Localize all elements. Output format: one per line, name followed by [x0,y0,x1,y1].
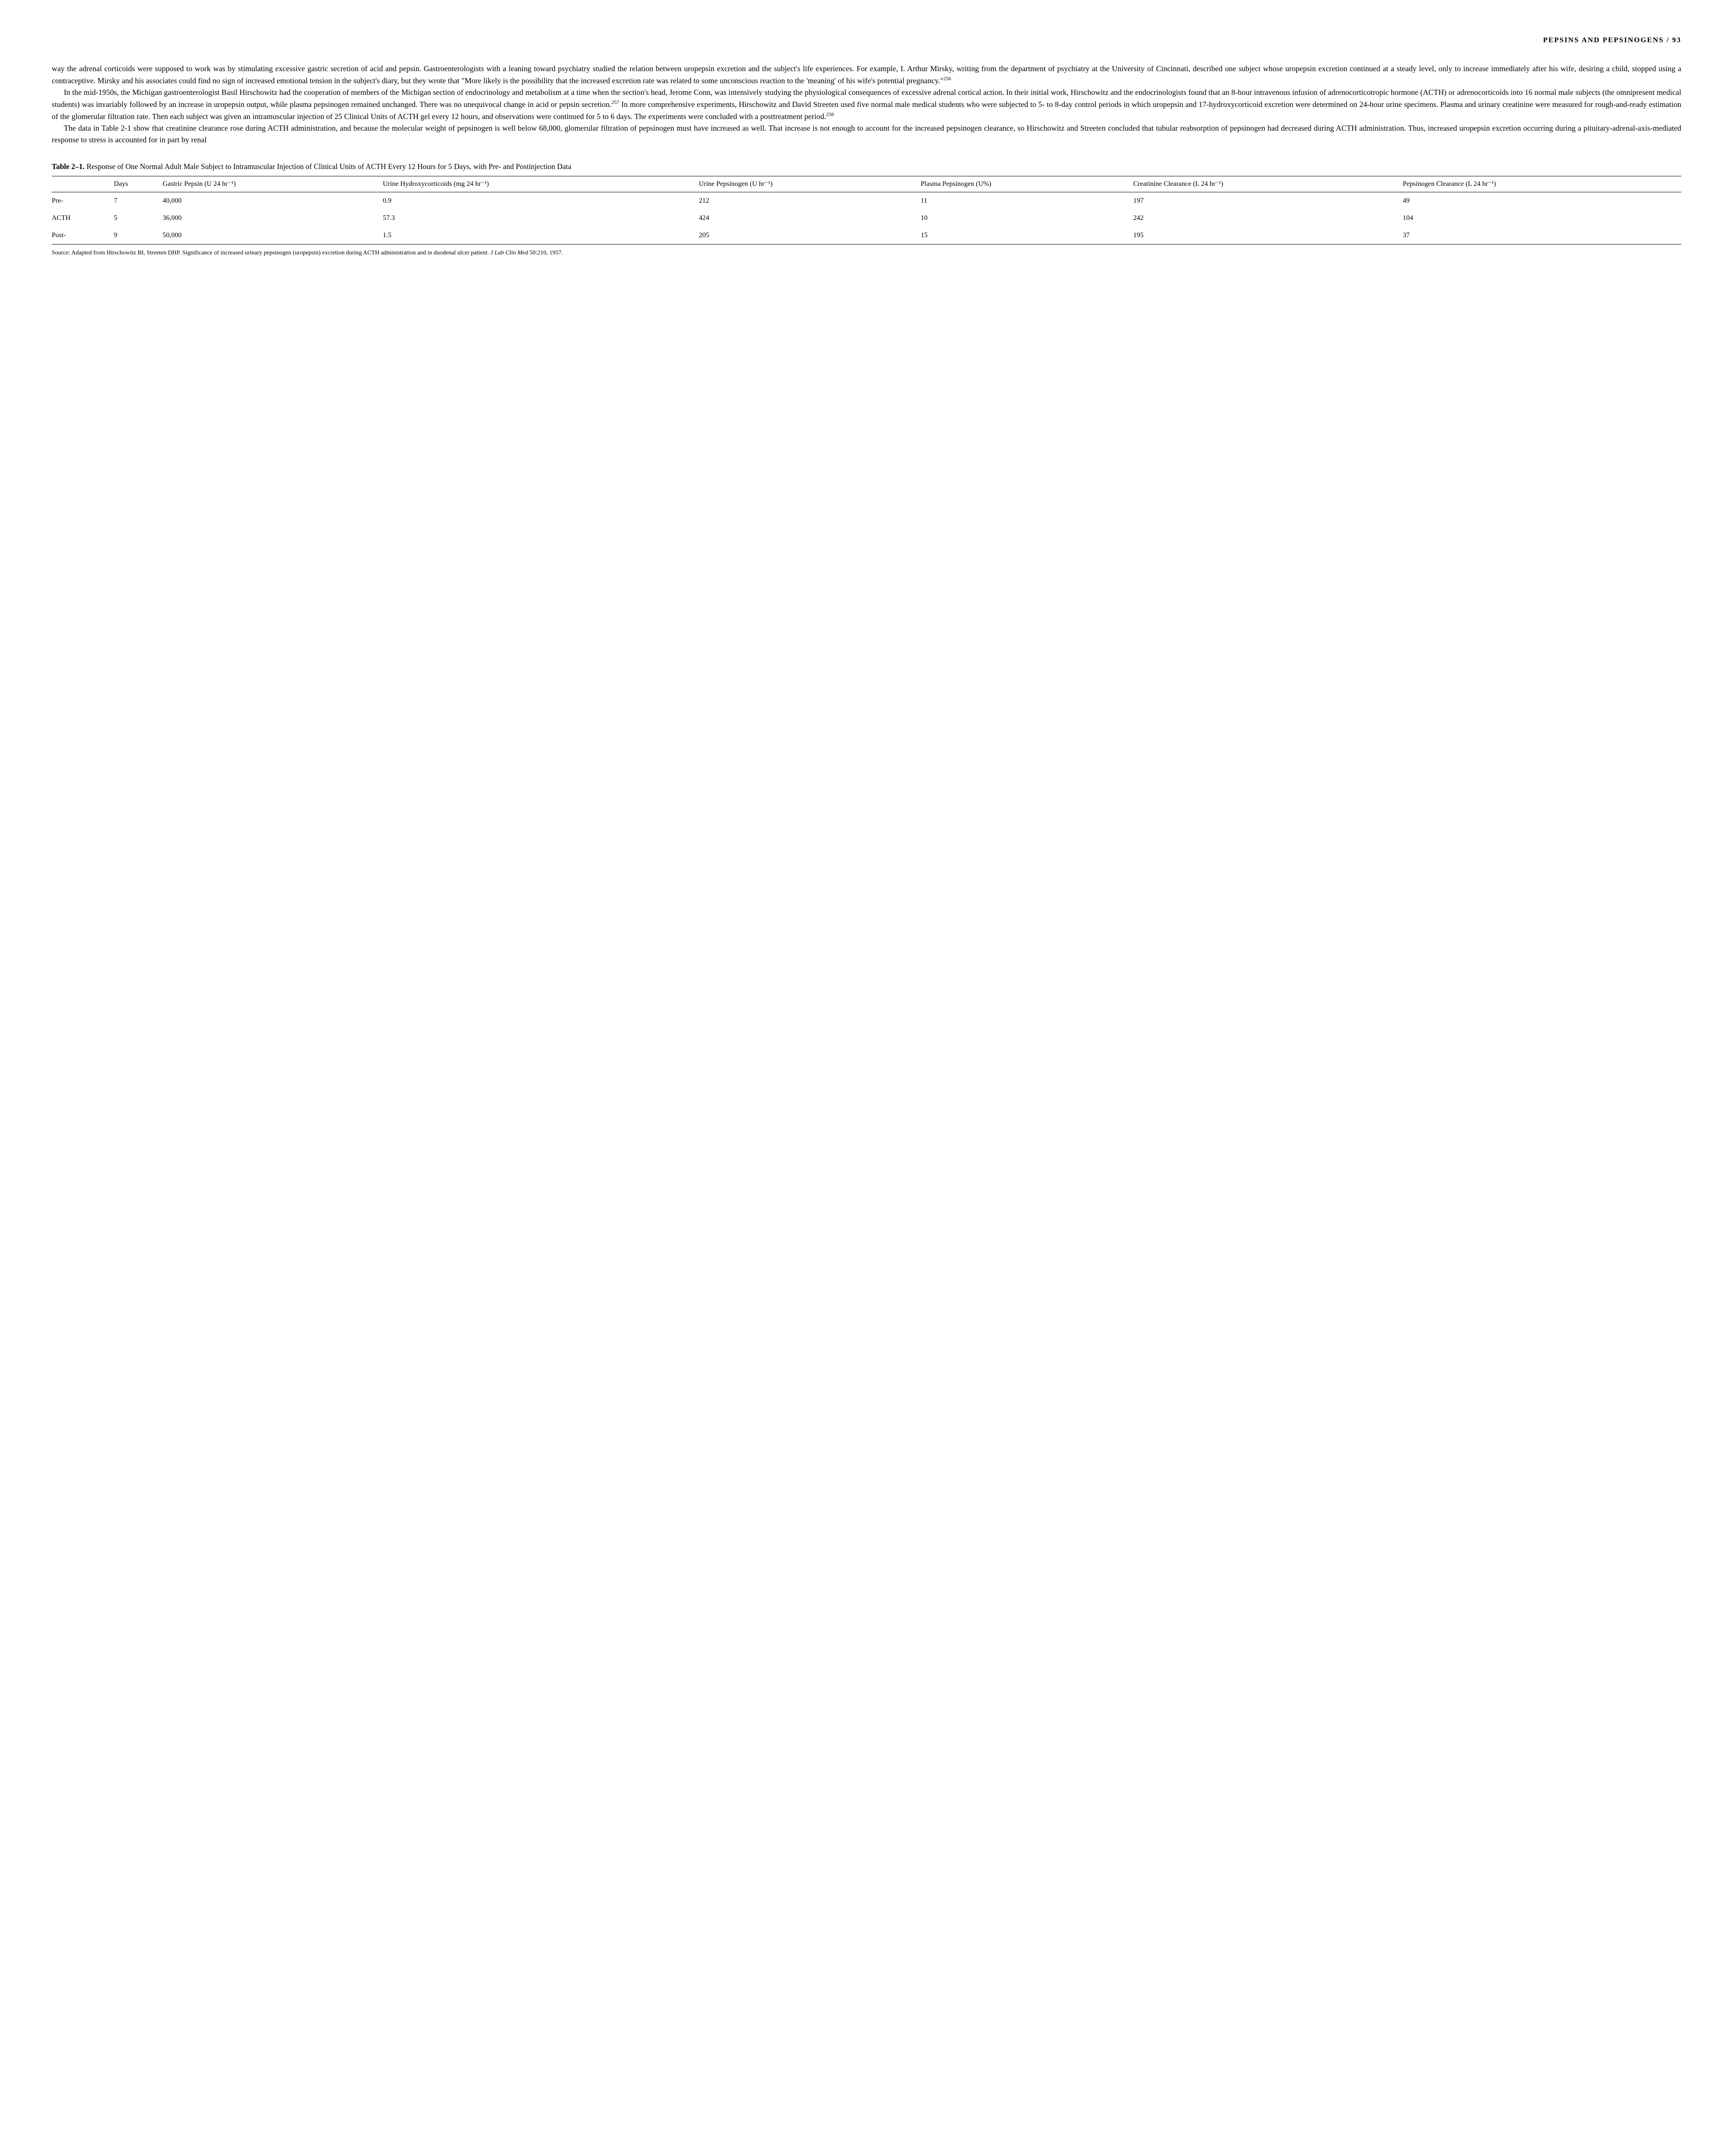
cell: 205 [699,227,921,244]
cell: 104 [1403,210,1681,227]
running-title: PEPSINS AND PEPSINOGENS [1543,36,1664,44]
table-row: Pre- 7 40,000 0.9 212 11 197 49 [52,192,1681,210]
cell: 197 [1133,192,1403,210]
cell: 57.3 [383,210,699,227]
col-header-5: Plasma Pepsinogen (U%) [921,176,1133,192]
source-suffix: 50:210, 1957. [528,250,563,256]
table-row: ACTH 5 36,000 57.3 424 10 242 104 [52,210,1681,227]
cell: 50,000 [163,227,383,244]
page-number: 93 [1672,36,1681,44]
paragraph-1: way the adrenal corticoids were supposed… [52,63,1681,87]
source-prefix: Source: Adapted from Hirschowitz BI, Str… [52,250,490,256]
body-text: way the adrenal corticoids were supposed… [52,63,1681,146]
data-table: Days Gastric Pepsin (U 24 hr⁻¹) Urine Hy… [52,176,1681,244]
col-header-6: Creatinine Clearance (L 24 hr⁻¹) [1133,176,1403,192]
citation-257: 257 [612,99,619,105]
col-header-2: Gastric Pepsin (U 24 hr⁻¹) [163,176,383,192]
col-header-7: Pepsinogen Clearance (L 24 hr⁻¹) [1403,176,1681,192]
cell: ACTH [52,210,114,227]
col-header-4: Urine Pepsinogen (U hr⁻¹) [699,176,921,192]
col-header-0 [52,176,114,192]
cell: 9 [114,227,163,244]
table-caption: Response of One Normal Adult Male Subjec… [87,162,572,171]
table-header-row: Days Gastric Pepsin (U 24 hr⁻¹) Urine Hy… [52,176,1681,192]
cell: 195 [1133,227,1403,244]
cell: 212 [699,192,921,210]
col-header-1: Days [114,176,163,192]
citation-258: 258 [826,111,834,117]
cell: 49 [1403,192,1681,210]
table-title: Table 2–1. Response of One Normal Adult … [52,161,1681,172]
table-row: Post- 9 50,000 1.5 205 15 195 37 [52,227,1681,244]
paragraph-2: In the mid-1950s, the Michigan gastroent… [52,87,1681,122]
citation-256: 256 [943,75,951,81]
cell: Pre- [52,192,114,210]
cell: 11 [921,192,1133,210]
cell: 36,000 [163,210,383,227]
cell: 37 [1403,227,1681,244]
cell: 424 [699,210,921,227]
table-number: Table 2–1. [52,162,84,171]
cell: 10 [921,210,1133,227]
cell: 40,000 [163,192,383,210]
paragraph-3: The data in Table 2-1 show that creatini… [52,122,1681,146]
cell: 5 [114,210,163,227]
header-separator: / [1664,36,1672,44]
cell: 0.9 [383,192,699,210]
running-header: PEPSINS AND PEPSINOGENS / 93 [52,34,1681,46]
source-journal: J Lab Clin Med [490,250,528,256]
cell: Post- [52,227,114,244]
cell: 1.5 [383,227,699,244]
table-source: Source: Adapted from Hirschowitz BI, Str… [52,249,1681,257]
col-header-3: Urine Hydroxycorticoids (mg 24 hr⁻¹) [383,176,699,192]
cell: 7 [114,192,163,210]
cell: 242 [1133,210,1403,227]
cell: 15 [921,227,1133,244]
